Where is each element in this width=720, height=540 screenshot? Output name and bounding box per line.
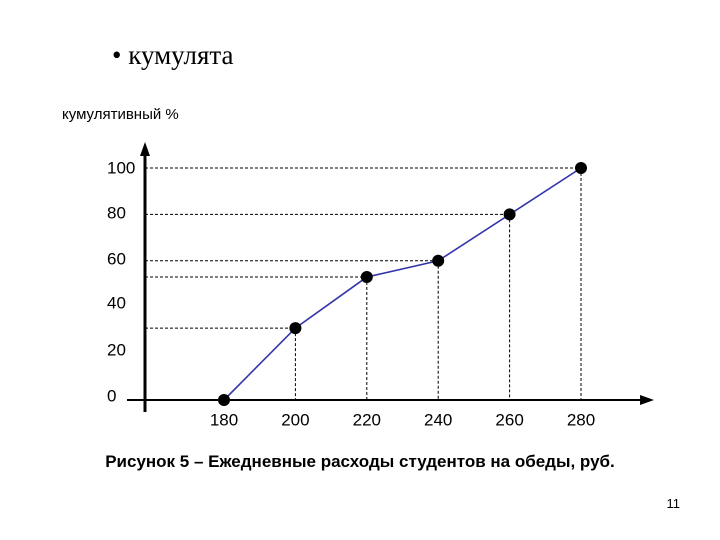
data-point: [218, 394, 230, 406]
data-point: [503, 208, 516, 221]
x-tick-label: 180: [210, 411, 238, 430]
y-tick-label: 0: [107, 387, 116, 406]
x-tick-label: 280: [567, 411, 595, 430]
series-line: [223, 167, 582, 401]
x-axis-arrow: [640, 395, 654, 405]
slide-heading: • кумулята: [112, 40, 234, 70]
x-tick-label: 260: [495, 411, 523, 430]
data-point: [575, 162, 587, 174]
y-axis-label: кумулятивный %: [62, 106, 179, 123]
y-tick-label: 40: [107, 294, 126, 313]
y-axis-arrow: [140, 142, 150, 156]
figure-caption: Рисунок 5 – Ежедневные расходы студентов…: [105, 452, 615, 471]
x-tick-label: 200: [281, 411, 309, 430]
data-point: [432, 254, 445, 267]
y-tick-label: 80: [107, 204, 126, 223]
y-tick-label: 20: [107, 341, 126, 360]
y-tick-label: 100: [107, 159, 135, 178]
y-tick-label: 60: [107, 250, 126, 269]
x-tick-label: 240: [424, 411, 452, 430]
x-tick-label: 220: [353, 411, 381, 430]
data-point: [289, 322, 302, 335]
data-point: [360, 271, 373, 284]
page-number: 11: [666, 496, 681, 511]
